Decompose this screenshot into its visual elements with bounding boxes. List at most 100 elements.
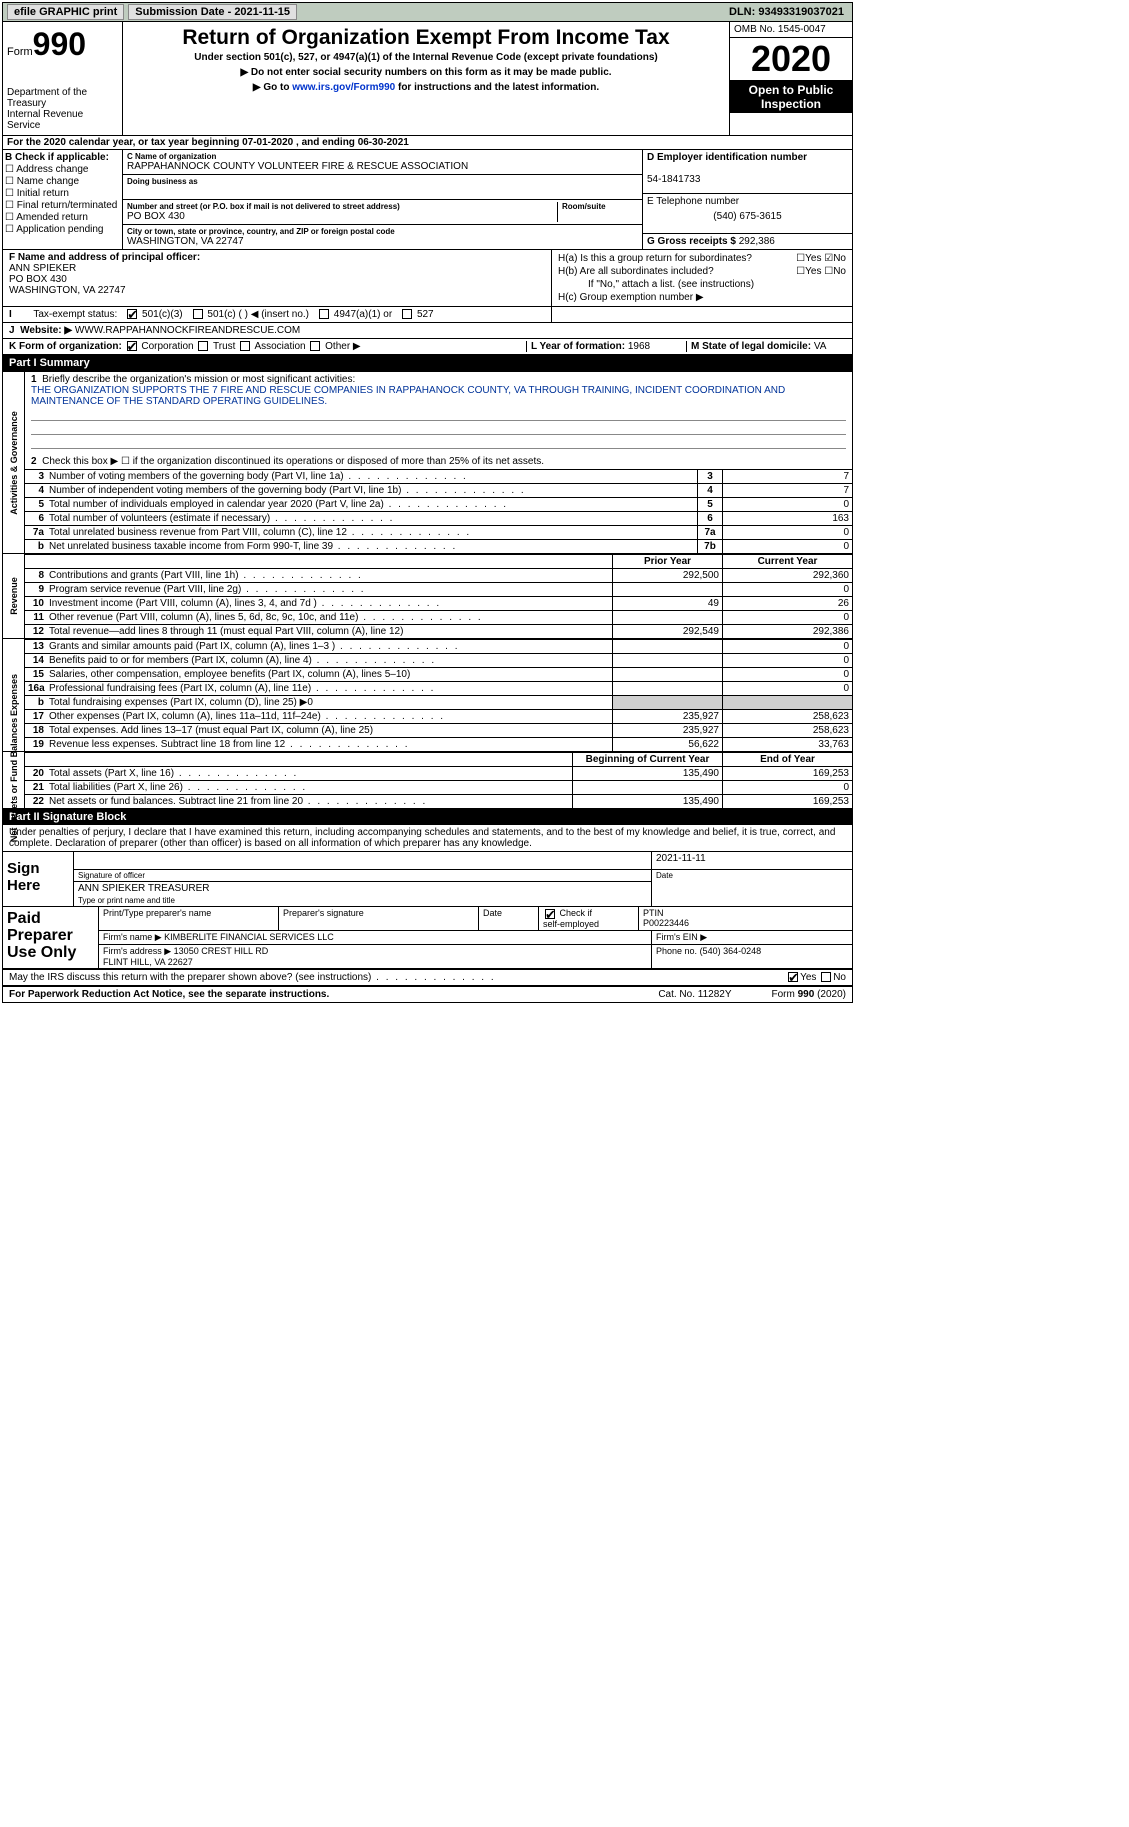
l4-val: 7 bbox=[722, 484, 852, 497]
l16a-cy: 0 bbox=[722, 682, 852, 695]
year-formation: 1968 bbox=[628, 341, 650, 352]
l13-text: Grants and similar amounts paid (Part IX… bbox=[47, 640, 612, 653]
l8-cy: 292,360 bbox=[722, 569, 852, 582]
l5-text: Total number of individuals employed in … bbox=[47, 498, 697, 511]
l-label: L Year of formation: bbox=[531, 341, 625, 352]
form-number: Form990 bbox=[7, 26, 118, 63]
chk-application-pending[interactable]: ☐ Application pending bbox=[5, 224, 120, 235]
header-right: OMB No. 1545-0047 2020 Open to Public In… bbox=[730, 22, 852, 135]
chk-amended-return[interactable]: ☐ Amended return bbox=[5, 212, 120, 223]
officer-addr: PO BOX 430 WASHINGTON, VA 22747 bbox=[9, 274, 126, 296]
l6-val: 163 bbox=[722, 512, 852, 525]
l12-text: Total revenue—add lines 8 through 11 (mu… bbox=[47, 625, 612, 638]
line2-text: Check this box ▶ ☐ if the organization d… bbox=[42, 456, 544, 467]
website-value: WWW.RAPPAHANNOCKFIREANDRESCUE.COM bbox=[75, 325, 300, 336]
l7a-val: 0 bbox=[722, 526, 852, 539]
l16b-text: Total fundraising expenses (Part IX, col… bbox=[47, 696, 612, 709]
l14-py bbox=[612, 654, 722, 667]
l17-py: 235,927 bbox=[612, 710, 722, 723]
paid-preparer-block: Paid Preparer Use Only Print/Type prepar… bbox=[3, 907, 852, 969]
signature-block: Under penalties of perjury, I declare th… bbox=[3, 825, 852, 907]
chk-4947[interactable]: 4947(a)(1) or bbox=[317, 309, 392, 320]
line1-label: Briefly describe the organization's miss… bbox=[42, 374, 355, 385]
l3-val: 7 bbox=[722, 470, 852, 483]
g-label: G Gross receipts $ bbox=[647, 236, 736, 247]
h-b: H(b) Are all subordinates included? ☐Yes… bbox=[558, 265, 846, 278]
dba-label: Doing business as bbox=[127, 177, 638, 186]
l12-cy: 292,386 bbox=[722, 625, 852, 638]
l20-text: Total assets (Part X, line 16) bbox=[47, 767, 572, 780]
chk-final-return[interactable]: ☐ Final return/terminated bbox=[5, 200, 120, 211]
l14-text: Benefits paid to or for members (Part IX… bbox=[47, 654, 612, 667]
chk-other[interactable]: Other ▶ bbox=[308, 341, 360, 352]
officer-name: ANN SPIEKER bbox=[9, 263, 76, 274]
l6-text: Total number of volunteers (estimate if … bbox=[47, 512, 697, 525]
subtitle-1: Under section 501(c), 527, or 4947(a)(1)… bbox=[127, 52, 725, 63]
l21-cy: 0 bbox=[722, 781, 852, 794]
l19-text: Revenue less expenses. Subtract line 18 … bbox=[47, 738, 612, 751]
part1-body: Activities & Governance 1 Briefly descri… bbox=[3, 371, 852, 809]
org-address: PO BOX 430 bbox=[127, 211, 553, 222]
form-990-text: 990 bbox=[33, 26, 86, 62]
pp-sig-label: Preparer's signature bbox=[279, 907, 479, 930]
top-bar: efile GRAPHIC print Submission Date - 20… bbox=[3, 3, 852, 22]
chk-501c3[interactable]: 501(c)(3) bbox=[125, 309, 182, 320]
declaration-text: Under penalties of perjury, I declare th… bbox=[3, 825, 852, 852]
city-label: City or town, state or province, country… bbox=[127, 227, 638, 236]
addr-label: Number and street (or P.O. box if mail i… bbox=[127, 202, 553, 211]
l7b-val: 0 bbox=[722, 540, 852, 553]
form990-link[interactable]: www.irs.gov/Form990 bbox=[292, 82, 395, 93]
header-mid: Return of Organization Exempt From Incom… bbox=[123, 22, 730, 135]
l9-text: Program service revenue (Part VIII, line… bbox=[47, 583, 612, 596]
l13-py bbox=[612, 640, 722, 653]
chk-corp[interactable]: Corporation bbox=[125, 341, 194, 352]
efile-print-button[interactable]: efile GRAPHIC print bbox=[7, 4, 124, 20]
form-header: Form990 Department of the Treasury Inter… bbox=[3, 22, 852, 136]
l21-text: Total liabilities (Part X, line 26) bbox=[47, 781, 572, 794]
sig-label: Signature of officer bbox=[74, 870, 651, 882]
chk-name-change[interactable]: ☐ Name change bbox=[5, 176, 120, 187]
current-year-hdr: Current Year bbox=[722, 555, 852, 568]
chk-501c[interactable]: 501(c) ( ) ◀ (insert no.) bbox=[191, 309, 309, 320]
form-990-page: efile GRAPHIC print Submission Date - 20… bbox=[2, 2, 853, 1003]
side-label-revenue: Revenue bbox=[9, 577, 19, 615]
m-label: M State of legal domicile: bbox=[691, 341, 811, 352]
preparer-phone: (540) 364-0248 bbox=[700, 946, 762, 956]
firm-name: KIMBERLITE FINANCIAL SERVICES LLC bbox=[164, 932, 334, 942]
sign-here-label: Sign Here bbox=[3, 852, 73, 906]
col-d: D Employer identification number 54-1841… bbox=[642, 150, 852, 249]
l22-py: 135,490 bbox=[572, 795, 722, 808]
h-c: H(c) Group exemption number ▶ bbox=[558, 291, 846, 304]
chk-trust[interactable]: Trust bbox=[196, 341, 235, 352]
l11-cy: 0 bbox=[722, 611, 852, 624]
chk-assoc[interactable]: Association bbox=[238, 341, 305, 352]
page-footer: For Paperwork Reduction Act Notice, see … bbox=[3, 987, 852, 1002]
prior-year-hdr: Prior Year bbox=[612, 555, 722, 568]
l17-text: Other expenses (Part IX, column (A), lin… bbox=[47, 710, 612, 723]
org-name: RAPPAHANNOCK COUNTY VOLUNTEER FIRE & RES… bbox=[127, 161, 638, 172]
dept-treasury: Department of the Treasury Internal Reve… bbox=[7, 87, 118, 131]
pp-name-label: Print/Type preparer's name bbox=[99, 907, 279, 930]
side-label-governance: Activities & Governance bbox=[9, 411, 19, 515]
chk-address-change[interactable]: ☐ Address change bbox=[5, 164, 120, 175]
pp-date-label: Date bbox=[479, 907, 539, 930]
l15-text: Salaries, other compensation, employee b… bbox=[47, 668, 612, 681]
sig-date: 2021-11-11 bbox=[652, 852, 852, 870]
l4-text: Number of independent voting members of … bbox=[47, 484, 697, 497]
tax-year: 2020 bbox=[730, 38, 852, 81]
l14-cy: 0 bbox=[722, 654, 852, 667]
chk-initial-return[interactable]: ☐ Initial return bbox=[5, 188, 120, 199]
phone-label: Phone no. bbox=[656, 946, 697, 956]
submission-date-button[interactable]: Submission Date - 2021-11-15 bbox=[128, 4, 297, 20]
side-label-netassets: Net Assets or Fund Balances bbox=[9, 718, 19, 842]
boy-hdr: Beginning of Current Year bbox=[572, 753, 722, 766]
chk-527[interactable]: 527 bbox=[400, 309, 433, 320]
l7b-text: Net unrelated business taxable income fr… bbox=[47, 540, 697, 553]
form-label: Form bbox=[7, 46, 33, 58]
line-a: For the 2020 calendar year, or tax year … bbox=[3, 136, 852, 150]
side-label-expenses: Expenses bbox=[9, 674, 19, 716]
i-label: Tax-exempt status: bbox=[33, 309, 117, 320]
l21-py bbox=[572, 781, 722, 794]
pp-check: Check ifself-employed bbox=[539, 907, 639, 930]
part1-header: Part I Summary bbox=[3, 355, 852, 371]
